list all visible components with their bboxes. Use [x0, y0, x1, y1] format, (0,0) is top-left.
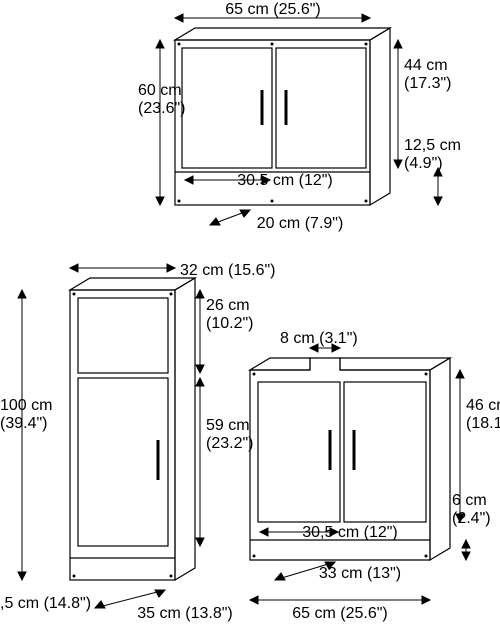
svg-text:(39.4"): (39.4") — [0, 415, 47, 432]
svg-text:46 cm: 46 cm — [466, 397, 500, 414]
dim-toh-in: (10.2") — [206, 315, 253, 332]
dim-uw-in: (25.6") — [273, 1, 320, 18]
dim-lfh-cm: 6 cm — [452, 492, 487, 509]
dim-tda-in: (14.8") — [44, 595, 91, 612]
svg-text:(18.1"): (18.1") — [466, 415, 500, 432]
svg-text:(17.3"): (17.3") — [404, 75, 451, 92]
svg-text:30,5 cm (12"): 30,5 cm (12") — [302, 524, 398, 541]
svg-text:60 cm: 60 cm — [138, 82, 182, 99]
dim-tdh-cm: 59 cm — [206, 417, 250, 434]
dim-ld-cm: 33 cm — [319, 565, 363, 582]
tall-cabinet-dims: 32 cm (15.6") 26 cm (10.2") 59 cm (23.2"… — [0, 262, 276, 622]
dim-ldw-cm: 30,5 cm — [302, 524, 359, 541]
dim-ldh-cm: 46 cm — [466, 397, 500, 414]
svg-text:8 cm (3.1"): 8 cm (3.1") — [280, 330, 358, 347]
svg-text:26 cm: 26 cm — [206, 297, 250, 314]
svg-text:32 cm (15.6"): 32 cm (15.6") — [180, 262, 276, 279]
dim-ld-in: (13") — [367, 565, 401, 582]
low-cabinet-dims: 8 cm (3.1") 46 cm (18.1") 6 cm (2.4") 30… — [250, 330, 500, 622]
dim-udh-cm: 44 cm — [404, 57, 448, 74]
dim-tda-cm: ,5 cm — [0, 595, 39, 612]
dim-tw-cm: 32 cm — [180, 262, 224, 279]
svg-text:(23.6"): (23.6") — [138, 100, 185, 117]
svg-text:(23.2"): (23.2") — [206, 435, 253, 452]
dim-udw-in: (12") — [299, 172, 333, 189]
dim-lw-cm: 65 cm — [292, 605, 336, 622]
dim-ln-in: (3.1") — [319, 330, 358, 347]
dim-udh-in: (17.3") — [404, 75, 451, 92]
dim-usg-cm: 12,5 cm — [404, 137, 461, 154]
dim-ldh-in: (18.1") — [466, 415, 500, 432]
tall-cabinet — [70, 278, 195, 580]
svg-text:(2.4"): (2.4") — [452, 510, 491, 527]
dim-udw-cm: 30.5 cm — [237, 172, 294, 189]
dim-ln-cm: 8 cm — [280, 330, 315, 347]
svg-text:,5 cm (14.8"): ,5 cm (14.8") — [0, 595, 91, 612]
dim-tdb-cm: 35 cm — [137, 605, 181, 622]
svg-text:(10.2"): (10.2") — [206, 315, 253, 332]
dim-uh-cm: 60 cm — [138, 82, 182, 99]
svg-text:(4.9"): (4.9") — [404, 155, 443, 172]
svg-text:100 cm: 100 cm — [0, 397, 52, 414]
svg-text:35 cm (13.8"): 35 cm (13.8") — [137, 605, 233, 622]
svg-text:12,5 cm: 12,5 cm — [404, 137, 461, 154]
svg-text:65 cm (25.6"): 65 cm (25.6") — [225, 1, 321, 18]
dim-uw-cm: 65 cm — [225, 1, 269, 18]
dim-tw-in: (15.6") — [228, 262, 275, 279]
dim-usg-in: (4.9") — [404, 155, 443, 172]
svg-text:59 cm: 59 cm — [206, 417, 250, 434]
dim-uh-in: (23.6") — [138, 100, 185, 117]
svg-text:65 cm (25.6"): 65 cm (25.6") — [292, 605, 388, 622]
svg-text:44 cm: 44 cm — [404, 57, 448, 74]
dim-ldw-in: (12") — [364, 524, 398, 541]
dim-lw-in: (25.6") — [340, 605, 387, 622]
dim-ud-in: (7.9") — [305, 215, 344, 232]
svg-text:6 cm: 6 cm — [452, 492, 487, 509]
dim-tdh-in: (23.2") — [206, 435, 253, 452]
svg-text:33 cm (13"): 33 cm (13") — [319, 565, 401, 582]
svg-text:30.5 cm (12"): 30.5 cm (12") — [237, 172, 333, 189]
dim-ud-cm: 20 cm — [257, 215, 301, 232]
upper-cabinet-dims: 65 cm (25.6") 60 cm (23.6") 44 cm (17.3"… — [138, 1, 461, 232]
dim-th-in: (39.4") — [0, 415, 47, 432]
dim-toh-cm: 26 cm — [206, 297, 250, 314]
dimension-diagram: 65 cm (25.6") 60 cm (23.6") 44 cm (17.3"… — [0, 0, 500, 641]
dim-th-cm: 100 cm — [0, 397, 52, 414]
dim-tdb-in: (13.8") — [185, 605, 232, 622]
svg-text:20 cm (7.9"): 20 cm (7.9") — [257, 215, 344, 232]
dim-lfh-in: (2.4") — [452, 510, 491, 527]
